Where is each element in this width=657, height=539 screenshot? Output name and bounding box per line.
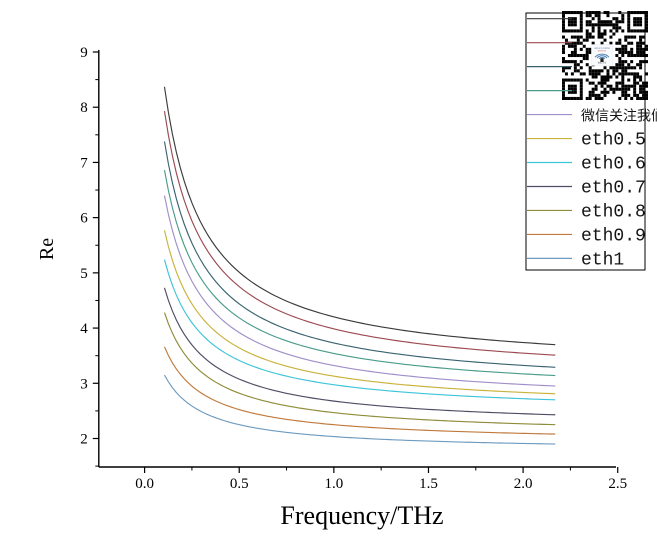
svg-text:1.0: 1.0 xyxy=(324,476,343,492)
svg-text:7: 7 xyxy=(80,155,88,171)
svg-text:0.5: 0.5 xyxy=(230,476,249,492)
svg-text:3: 3 xyxy=(80,376,88,392)
svg-text:0.0: 0.0 xyxy=(135,476,154,492)
svg-text:8: 8 xyxy=(80,100,88,116)
svg-text:2.0: 2.0 xyxy=(514,476,533,492)
svg-text:4: 4 xyxy=(80,321,88,337)
svg-text:1.5: 1.5 xyxy=(419,476,438,492)
svg-text:eth0.7: eth0.7 xyxy=(581,178,646,198)
svg-text:2: 2 xyxy=(80,432,88,448)
svg-text:eth0.9: eth0.9 xyxy=(581,226,646,246)
svg-text:eth0.5: eth0.5 xyxy=(581,131,646,151)
svg-text:9: 9 xyxy=(80,45,88,61)
svg-text:Frequency/THz: Frequency/THz xyxy=(280,501,443,530)
svg-text:Re: Re xyxy=(36,238,58,260)
svg-text:OFFICIAL: OFFICIAL xyxy=(598,49,607,52)
svg-text:eth0.6: eth0.6 xyxy=(581,155,646,175)
svg-text:微信关注我们: 微信关注我们 xyxy=(581,108,657,124)
svg-text:6: 6 xyxy=(80,211,88,227)
svg-text:eth1: eth1 xyxy=(581,250,624,270)
svg-text:2.5: 2.5 xyxy=(608,476,627,492)
svg-text:eth0.8: eth0.8 xyxy=(581,202,646,222)
svg-text:微信公众号: 微信公众号 xyxy=(598,62,607,65)
svg-text:5: 5 xyxy=(80,266,88,282)
